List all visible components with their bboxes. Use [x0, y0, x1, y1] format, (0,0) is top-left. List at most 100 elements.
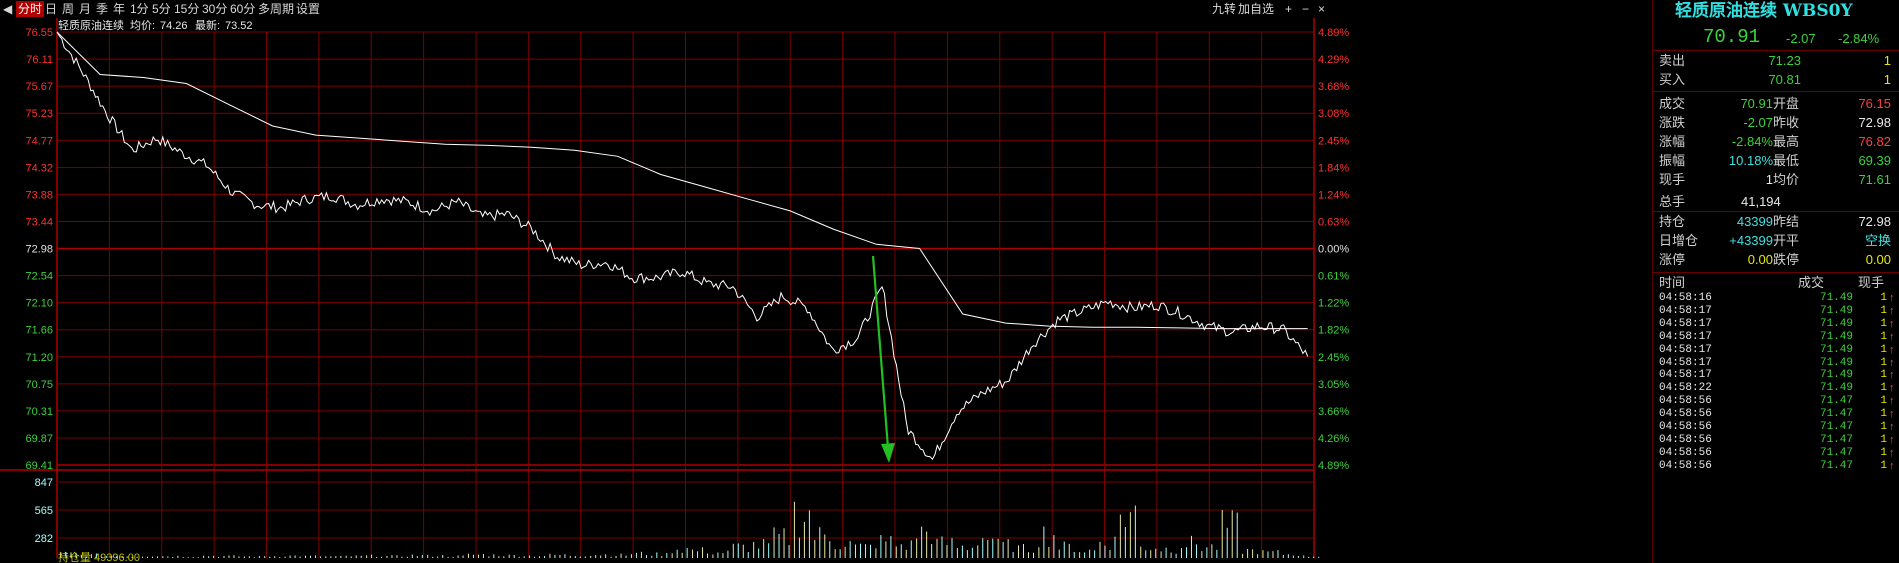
tab-settings[interactable]: 设置: [296, 2, 321, 16]
tick-price: 71.49: [1819, 317, 1853, 330]
oi-value-left: +43399: [1729, 233, 1773, 248]
annotation-arrow-shaft: [871, 255, 890, 449]
avg-value: 74.26: [160, 20, 188, 32]
last-price: 70.91: [1703, 26, 1761, 48]
pct-axis-label: 1.22%: [1318, 298, 1349, 310]
oi-value-right: 72.98: [1858, 214, 1891, 229]
tab-multi-period[interactable]: 多周期: [258, 2, 295, 16]
price-axis-label: 75.23: [25, 108, 53, 120]
oi-value-right: 0.00: [1865, 252, 1891, 267]
tab-15min[interactable]: 15分: [174, 2, 200, 16]
tab-daily[interactable]: 日: [45, 2, 58, 16]
pct-axis-label: 0.63%: [1318, 216, 1349, 228]
tick-up-arrow-icon: ↑: [1889, 317, 1895, 330]
tab-5min[interactable]: 5分: [152, 2, 171, 16]
tick-price: 71.49: [1819, 343, 1853, 356]
period-toolbar: ◀ 分时 日 周 月 季 年 1分 5分 15分 30分 60分 多周期 设置 …: [0, 0, 1650, 18]
tick-price: 71.47: [1819, 446, 1853, 459]
stat-label-right: 最低: [1773, 153, 1800, 168]
oi-label-left: 持仓: [1659, 214, 1686, 229]
tick-time: 04:58:56: [1659, 395, 1712, 408]
tab-1min[interactable]: 1分: [130, 2, 149, 16]
pct-axis-label: 3.68%: [1318, 81, 1349, 93]
tab-quarterly[interactable]: 季: [96, 2, 109, 16]
oi-value-right: 空换: [1864, 233, 1891, 248]
tick-qty: 1: [1880, 317, 1887, 330]
oi-label-left: 涨停: [1659, 252, 1686, 267]
average-price-line: [56, 31, 1308, 330]
pct-axis-label: 0.00%: [1318, 244, 1349, 256]
tick-time: 04:58:56: [1659, 433, 1712, 446]
tab-yearly[interactable]: 年: [113, 2, 126, 16]
stat-label-left: 成交: [1659, 96, 1686, 111]
tick-up-arrow-icon: ↑: [1889, 330, 1895, 343]
add-icon[interactable]: +: [1285, 2, 1293, 16]
tick-time: 04:58:17: [1659, 369, 1712, 382]
intraday-chart[interactable]: 76.55 4.89% 76.11 4.29% 75.67 3.68% 75.23 3.08%…: [0, 18, 1650, 563]
tick-time: 04:58:16: [1659, 292, 1712, 304]
nine-turn-button[interactable]: 九转: [1212, 2, 1237, 16]
add-watchlist-button[interactable]: 加自选: [1238, 2, 1275, 16]
close-icon[interactable]: ×: [1318, 2, 1326, 16]
tick-price: 71.47: [1819, 459, 1853, 472]
tick-up-arrow-icon: ↑: [1889, 382, 1895, 395]
stat-value-left: -2.84%: [1731, 134, 1773, 149]
tick-qty: 1: [1880, 421, 1887, 433]
quote-panel: 轻质原油连续 WBS0Y 70.91 -2.07 -2.84% 卖出 71.23…: [1652, 0, 1899, 563]
tick-up-arrow-icon: ↑: [1889, 459, 1895, 472]
chart-instrument-label: 轻质原油连续: [58, 18, 124, 32]
tick-price: 71.49: [1819, 369, 1853, 382]
annotation-arrow-icon: [881, 443, 895, 463]
tick-qty: 1: [1880, 369, 1887, 382]
tick-time: 04:58:17: [1659, 317, 1712, 330]
stat-label-left: 现手: [1659, 172, 1686, 187]
stat-value-left: 70.91: [1740, 96, 1773, 111]
sell-qty: 1: [1883, 53, 1891, 68]
tick-qty: 1: [1880, 343, 1887, 356]
volume-axis-label: 282: [35, 533, 53, 545]
tick-up-arrow-icon: ↑: [1889, 356, 1895, 369]
price-line: [56, 31, 1309, 461]
avg-label: 均价:: [130, 19, 155, 32]
last-label: 最新:: [195, 18, 220, 32]
price-axis-label: 69.41: [25, 460, 53, 472]
ticks-header-price: 成交: [1798, 275, 1825, 290]
buy-price: 70.81: [1768, 72, 1801, 87]
scroll-left-arrow-icon[interactable]: ◀: [3, 2, 13, 16]
minimize-icon[interactable]: −: [1302, 2, 1310, 16]
oi-label-right: 开平: [1773, 233, 1800, 248]
tick-up-arrow-icon: ↑: [1889, 446, 1895, 459]
tab-60min[interactable]: 60分: [230, 2, 256, 16]
tick-price: 71.47: [1819, 395, 1853, 408]
tick-price: 71.47: [1819, 421, 1853, 433]
tab-30min[interactable]: 30分: [202, 2, 228, 16]
tick-qty: 1: [1880, 408, 1887, 421]
tick-time: 04:58:56: [1659, 421, 1712, 433]
tick-up-arrow-icon: ↑: [1889, 369, 1895, 382]
stat-label-left: 涨幅: [1659, 134, 1686, 149]
pct-axis-label: 4.89%: [1318, 27, 1349, 39]
total-volume-value: 41,194: [1741, 194, 1781, 209]
chart-canvas[interactable]: 76.55 4.89% 76.11 4.29% 75.67 3.68% 75.23 3.08%…: [0, 18, 1650, 563]
tab-weekly[interactable]: 周: [62, 2, 75, 16]
tab-monthly[interactable]: 月: [79, 2, 92, 16]
stat-label-right: 最高: [1773, 134, 1800, 149]
tab-intraday[interactable]: 分时: [16, 1, 45, 17]
price-change-pct: -2.84%: [1838, 31, 1880, 46]
tick-time: 04:58:17: [1659, 330, 1712, 343]
price-axis-label: 70.75: [25, 379, 53, 391]
pct-axis-label: 0.61%: [1318, 271, 1349, 283]
sell-label: 卖出: [1659, 53, 1686, 68]
tick-price: 71.49: [1819, 382, 1853, 395]
price-axis-label: 71.20: [25, 352, 53, 364]
ticks-header-time: 时间: [1659, 275, 1686, 290]
pct-axis-label: 1.24%: [1318, 189, 1349, 201]
price-axis-label: 76.55: [25, 27, 53, 39]
pct-axis-label: 3.05%: [1318, 379, 1349, 391]
stat-value-right: 69.39: [1858, 153, 1891, 168]
oi-label-left: 日增仓: [1659, 233, 1699, 248]
tick-qty: 1: [1880, 395, 1887, 408]
price-axis-label: 74.77: [25, 135, 53, 147]
price-axis-label: 75.67: [25, 81, 53, 93]
tick-qty: 1: [1880, 433, 1887, 446]
